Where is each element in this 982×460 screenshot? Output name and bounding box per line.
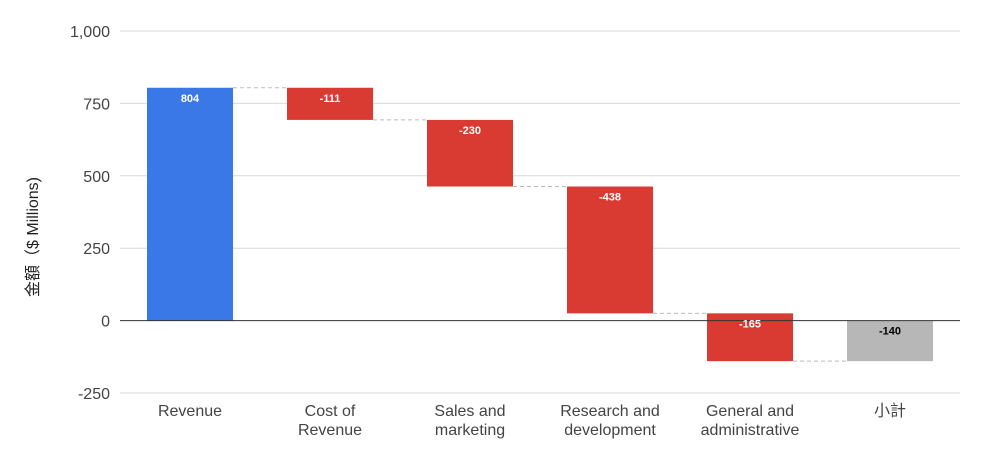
bar-increase <box>147 87 233 321</box>
x-category-label: Sales and marketing <box>434 403 505 439</box>
x-category-label: Research and development <box>560 403 660 439</box>
y-axis-label: 金額（$ Millions) <box>24 177 42 297</box>
x-category-label: 小計 <box>874 402 906 420</box>
connector-lines <box>233 87 847 362</box>
bar-decrease <box>567 186 653 314</box>
bar-decrease <box>287 87 373 120</box>
x-axis-categories: Revenue Cost of Revenue Sales and marketing R… <box>158 402 906 439</box>
data-label: 804 <box>181 93 200 105</box>
y-tick-label: 750 <box>83 96 110 113</box>
data-label: -438 <box>599 192 621 204</box>
bar-total <box>847 320 933 362</box>
x-category-label: General and administrative <box>701 403 800 439</box>
y-tick-label: 1,000 <box>70 24 110 41</box>
data-label: -165 <box>739 318 761 330</box>
y-tick-label: 250 <box>83 241 110 258</box>
y-tick-label: 0 <box>101 314 110 331</box>
data-label: -230 <box>459 125 481 137</box>
x-category-label: Revenue <box>158 403 222 420</box>
y-tick-label: 500 <box>83 169 110 186</box>
y-tick-label: -250 <box>78 386 110 403</box>
x-category-label: Cost of Revenue <box>298 403 362 439</box>
gridlines <box>120 30 960 394</box>
bars <box>147 87 933 362</box>
data-labels: 804 -111 -230 -438 -165 -140 <box>181 93 901 338</box>
bar-decrease <box>707 313 793 362</box>
data-label: -140 <box>879 326 901 338</box>
y-axis-ticks: -250 0 250 500 750 1,000 <box>70 24 110 403</box>
data-label: -111 <box>320 93 341 105</box>
bar-decrease <box>427 119 513 187</box>
